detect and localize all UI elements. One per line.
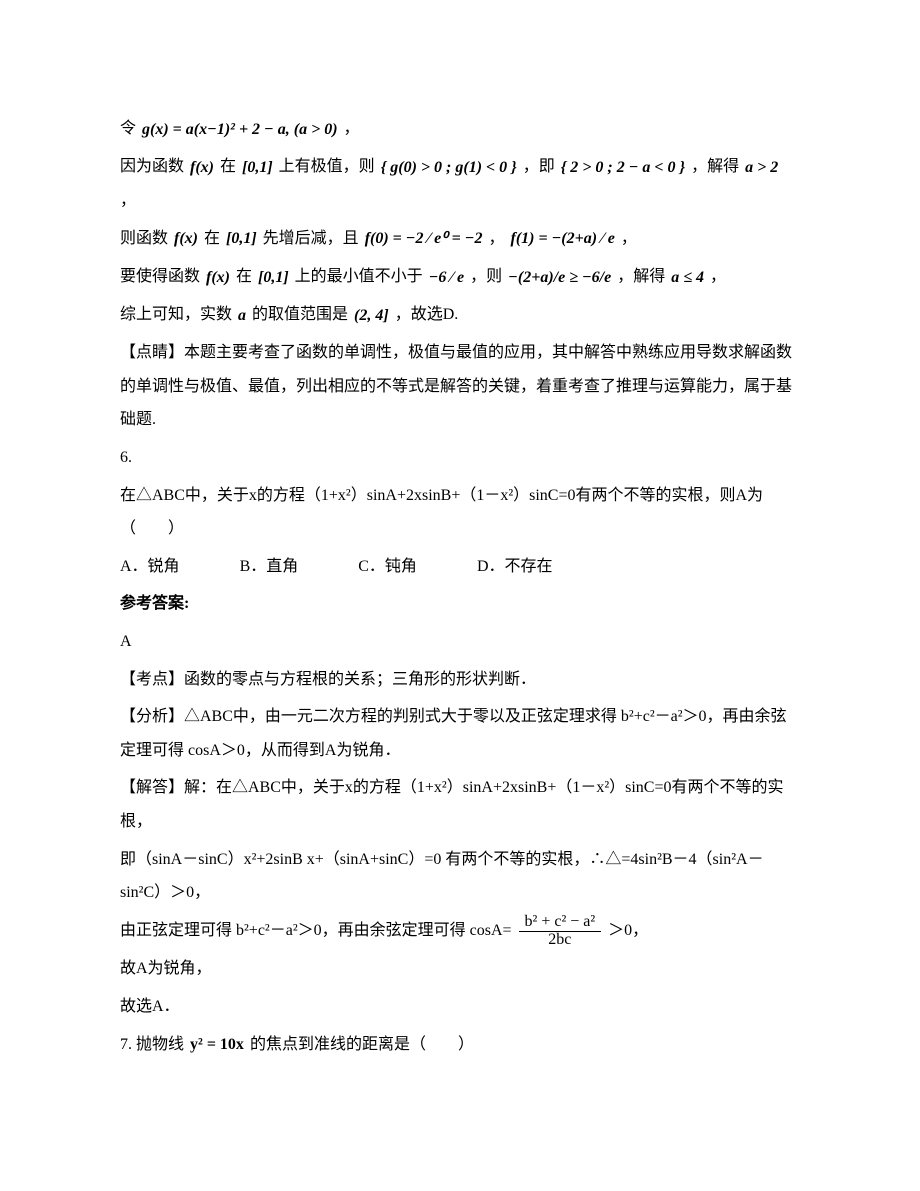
formula-ineq: −(2+a)/e ≥ −6/e (506, 261, 613, 295)
formula-cosA-frac: b² + c² − a² 2bc (516, 914, 605, 949)
q6-jieda-2: 即（sinA－sinC）x²+2sinB x+（sinA+sinC）=0 有两个… (120, 841, 800, 912)
text: ， (120, 192, 136, 209)
para-extreme-cond: 因为函数 f(x) 在 [0,1] 上有极值，则 { g(0) > 0 ; g(… (120, 148, 800, 220)
formula-f0: f(0) = −2 ⁄ e⁰ = −2 (363, 222, 485, 256)
text: 要使得函数 (120, 268, 200, 285)
text: 在 (204, 230, 220, 247)
formula-system-vals: { 2 > 0 ; 2 − a < 0 } (559, 151, 687, 185)
q6-jieda-3: 由正弦定理可得 b²+c²－a²＞0，再由余弦定理可得 cosA= b² + c… (120, 912, 800, 951)
text: 由正弦定理可得 b²+c²－a²＞0，再由余弦定理可得 cosA= (120, 922, 512, 939)
q6-jieda-4: 故A为锐角， (120, 950, 800, 988)
formula-a-le-4: a ≤ 4 (669, 261, 706, 295)
text: ，则 (470, 268, 502, 285)
formula-a: a (236, 299, 248, 333)
formula-range: (2, 4] (352, 299, 391, 333)
formula-parabola: y² = 10x (188, 1028, 246, 1062)
text: 因为函数 (120, 158, 184, 175)
option-b: B．直角 (240, 558, 299, 575)
text: ，故选D. (395, 306, 459, 323)
text: 令 (120, 120, 136, 137)
text: 综上可知，实数 (120, 306, 232, 323)
fraction-denominator: 2bc (519, 932, 602, 949)
formula-fx: f(x) (204, 261, 232, 295)
option-c: C．钝角 (358, 558, 417, 575)
formula-a-gt-2: a > 2 (743, 151, 780, 185)
q6-stem: 在△ABC中，关于x的方程（1+x²）sinA+2xsinB+（1－x²）sin… (120, 477, 800, 548)
para-min-cond: 要使得函数 f(x) 在 [0,1] 上的最小值不小于 −6 ⁄ e ，则 −(… (120, 258, 800, 296)
para-conclusion: 综上可知，实数 a 的取值范围是 (2, 4] ，故选D. (120, 296, 800, 334)
text: ，即 (523, 158, 555, 175)
text: ，解得 (691, 158, 739, 175)
q6-answer: A (120, 623, 800, 661)
text: 则函数 (120, 230, 168, 247)
q6-options: A．锐角 B．直角 C．钝角 D．不存在 (120, 548, 800, 586)
text: ， (488, 230, 504, 247)
para-let-g: 令 g(x) = a(x−1)² + 2 − a, (a > 0) ， (120, 110, 800, 148)
text: ， (344, 120, 360, 137)
formula-system-g: { g(0) > 0 ; g(1) < 0 } (379, 151, 519, 185)
option-d: D．不存在 (477, 558, 553, 575)
text: ＞0， (608, 922, 648, 939)
formula-neg6e: −6 ⁄ e (427, 261, 466, 295)
q6-kaodian: 【考点】函数的零点与方程根的关系；三角形的形状判断． (120, 661, 800, 699)
formula-interval: [0,1] (240, 151, 275, 185)
text: 在 (220, 158, 236, 175)
text: 在 (236, 268, 252, 285)
text: ，解得 (617, 268, 665, 285)
answer-label: 参考答案: (120, 585, 800, 623)
formula-interval: [0,1] (256, 261, 291, 295)
formula-fx: f(x) (188, 151, 216, 185)
text: 的取值范围是 (252, 306, 348, 323)
q6-jieda-5: 故选A． (120, 988, 800, 1026)
q7-stem: 7. 抛物线 y² = 10x 的焦点到准线的距离是（ ） (120, 1026, 800, 1064)
text: 7. 抛物线 (120, 1036, 184, 1053)
formula-fx: f(x) (172, 222, 200, 256)
q6-jieda-1: 【解答】解：在△ABC中，关于x的方程（1+x²）sinA+2xsinB+（1－… (120, 769, 800, 840)
text: ， (621, 230, 637, 247)
text: 的焦点到准线的距离是（ ） (250, 1036, 474, 1053)
formula-g-def: g(x) = a(x−1)² + 2 − a, (a > 0) (140, 113, 340, 147)
page: 令 g(x) = a(x−1)² + 2 − a, (a > 0) ， 因为函数… (0, 0, 920, 1191)
q6-fenxi: 【分析】△ABC中，由一元二次方程的判别式大于零以及正弦定理求得 b²+c²－a… (120, 698, 800, 769)
q6-number: 6. (120, 439, 800, 477)
formula-interval: [0,1] (224, 222, 259, 256)
text: ， (710, 268, 726, 285)
para-monotone: 则函数 f(x) 在 [0,1] 先增后减，且 f(0) = −2 ⁄ e⁰ =… (120, 220, 800, 258)
text: 上有极值，则 (279, 158, 375, 175)
text: 先增后减，且 (263, 230, 359, 247)
text: 上的最小值不小于 (295, 268, 423, 285)
para-dianjing: 【点睛】本题主要考查了函数的单调性，极值与最值的应用，其中解答中熟练应用导数求解… (120, 334, 800, 439)
fraction-numerator: b² + c² − a² (519, 914, 602, 932)
option-a: A．锐角 (120, 558, 180, 575)
formula-f1: f(1) = −(2+a) ⁄ e (509, 222, 617, 256)
